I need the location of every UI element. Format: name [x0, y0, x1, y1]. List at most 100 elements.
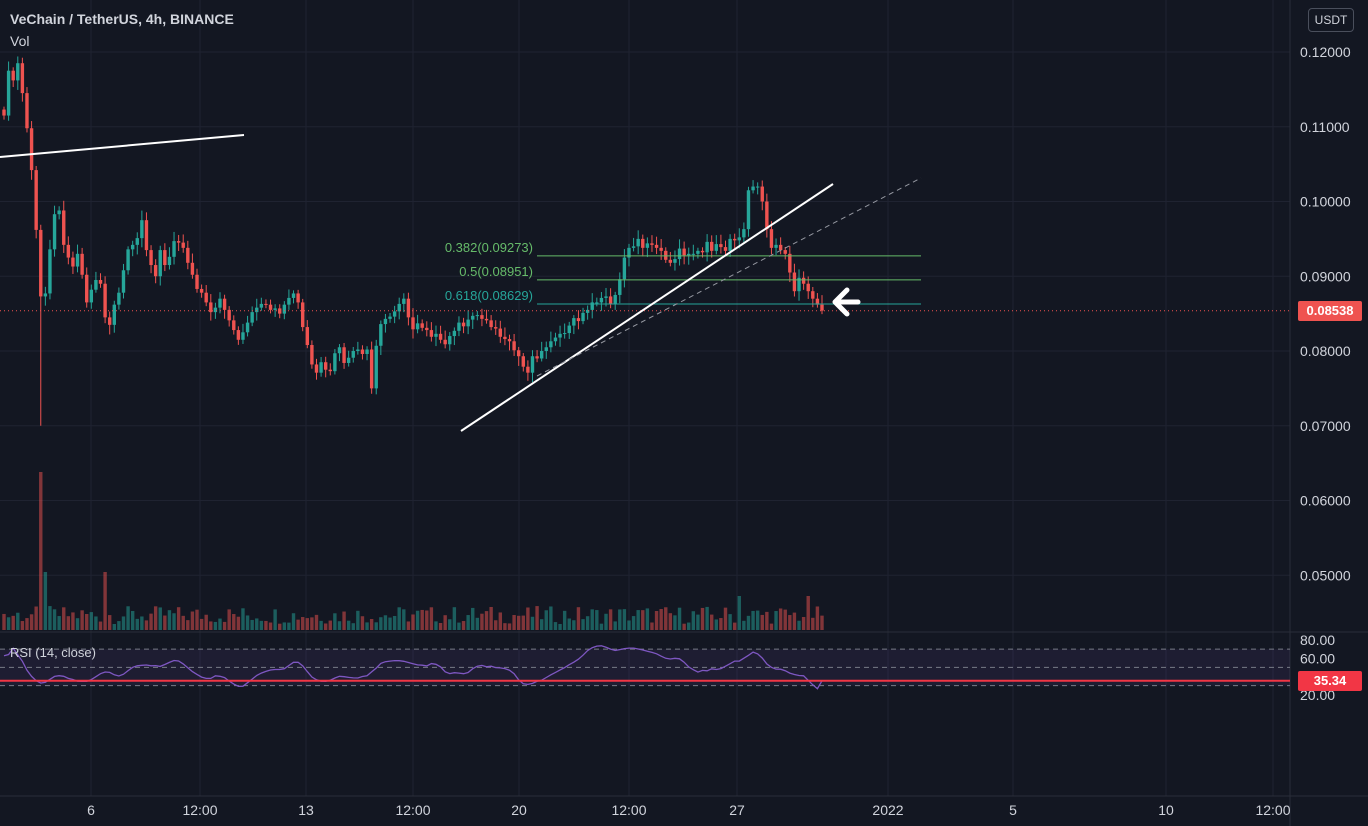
candle-body: [66, 244, 71, 258]
candle-body: [622, 257, 627, 280]
candle-body: [369, 349, 374, 389]
candle-body: [769, 229, 774, 248]
candle-body: [732, 238, 737, 241]
volume-bar: [57, 616, 61, 630]
volume-bar: [438, 622, 443, 630]
candle-body: [627, 247, 631, 258]
time-tick-label: 20: [511, 802, 527, 818]
volume-bar: [673, 615, 677, 630]
volume-bar: [140, 616, 144, 630]
candle-body: [677, 248, 682, 260]
candle-body: [172, 241, 176, 257]
candle-body: [181, 242, 185, 248]
volume-bar: [342, 611, 346, 630]
volume-bar: [374, 622, 378, 630]
candle-body: [774, 244, 778, 248]
candle-body: [121, 270, 126, 293]
candle-body: [480, 315, 484, 319]
candle-body: [264, 303, 268, 305]
volume-bar: [618, 609, 622, 630]
candle-body: [820, 304, 824, 311]
volume-bar: [43, 572, 48, 630]
candle-body: [737, 237, 741, 241]
candle-body: [673, 259, 677, 263]
candle-body: [273, 308, 277, 310]
candle-body: [383, 318, 388, 325]
volume-bar: [333, 613, 337, 630]
symbol-text: VeChain / TetherUS, 4h, BINANCE: [10, 11, 234, 27]
candle-body: [650, 243, 654, 245]
volume-bar: [641, 610, 645, 630]
volume-bar: [489, 606, 493, 630]
volume-bar: [742, 620, 746, 630]
fib-level-label: 0.382(0.09273): [445, 240, 533, 255]
candle-body: [278, 308, 282, 314]
candle-body: [333, 353, 337, 372]
volume-bar: [687, 622, 691, 630]
volume-bar: [576, 607, 581, 630]
candle-body: [608, 296, 613, 304]
candle-body: [167, 256, 172, 266]
volume-bar: [402, 609, 406, 630]
candle-body: [328, 369, 332, 372]
candle-body: [484, 318, 489, 321]
volume-bar: [549, 606, 553, 630]
grid-lines: [0, 0, 1290, 796]
volume-bar: [66, 616, 71, 630]
volume-bar: [126, 606, 130, 630]
volume-bar: [94, 616, 98, 630]
candle-body: [186, 247, 190, 263]
volume-bar: [16, 612, 20, 630]
volume-bar: [112, 623, 116, 630]
volume-bar: [535, 606, 539, 630]
volume-bar: [411, 614, 415, 630]
candle-body: [489, 320, 493, 328]
candle-body: [700, 250, 705, 253]
time-tick-label: 12:00: [611, 802, 646, 818]
volume-bar: [544, 610, 548, 630]
volume-bar: [530, 616, 535, 630]
volume-bar: [498, 612, 503, 630]
candle-body: [195, 274, 199, 289]
candle-body: [521, 356, 525, 367]
volume-bar: [241, 608, 245, 630]
volume-bar: [539, 619, 544, 630]
time-tick-label: 27: [729, 802, 745, 818]
currency-button[interactable]: USDT: [1308, 8, 1354, 32]
candle-body: [16, 63, 20, 81]
candle-body: [232, 320, 236, 331]
price-tick-label: 0.06000: [1300, 493, 1351, 509]
volume-bar: [700, 607, 705, 630]
volume-bar: [383, 615, 388, 630]
candle-body: [140, 220, 144, 239]
fib-level-label: 0.618(0.08629): [445, 288, 533, 303]
candle-body: [227, 309, 231, 321]
volume-bar: [448, 619, 452, 630]
volume-bar: [379, 617, 383, 630]
candle-body: [268, 304, 273, 310]
volume-bar: [719, 618, 723, 630]
candle-body: [20, 63, 25, 94]
candle-body: [664, 250, 668, 260]
candle-body: [553, 337, 558, 342]
volume-bar: [236, 616, 241, 630]
trend-line: [0, 134, 245, 158]
candle-body: [103, 283, 107, 318]
candle-body: [788, 253, 792, 273]
volume-bar: [181, 615, 185, 630]
candle-body: [443, 339, 447, 345]
candle-body: [558, 333, 562, 338]
trend-lines: [0, 134, 922, 432]
volume-bar: [696, 614, 700, 630]
volume-bar: [6, 617, 11, 630]
volume-bar: [562, 610, 567, 630]
volume-bar: [811, 617, 815, 630]
candle-body: [365, 349, 369, 354]
candle-body: [544, 347, 548, 351]
volume-bar: [484, 611, 489, 630]
volume-bar: [710, 614, 714, 630]
candle-body: [112, 304, 116, 325]
candle-body: [452, 330, 457, 337]
volume-bar: [420, 609, 424, 630]
